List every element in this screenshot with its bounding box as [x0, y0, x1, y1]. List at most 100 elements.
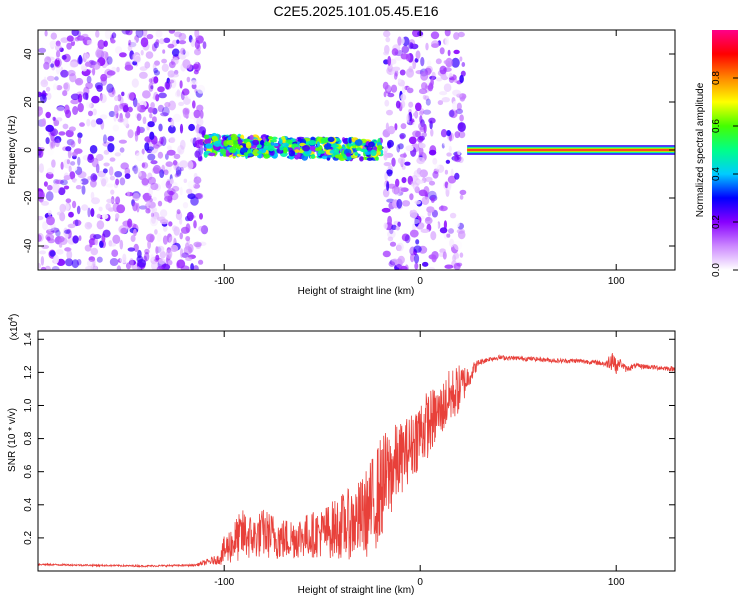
spectrogram-cell: [194, 150, 200, 158]
spectrogram-cell: [119, 52, 127, 58]
spectrogram-cell: [179, 167, 184, 172]
spectrogram-cell: [40, 255, 45, 266]
spectrogram-cell: [154, 60, 160, 66]
spectrogram-cell: [453, 262, 461, 270]
spectrogram-cell: [72, 151, 78, 156]
spectrogram-cell: [431, 71, 436, 80]
spectrogram-cell: [431, 40, 440, 48]
spectrogram-cell: [317, 150, 325, 154]
spectrogram-cell: [430, 31, 440, 40]
spectrogram-cell: [370, 149, 377, 156]
spectrogram-cell: [96, 220, 105, 230]
spectrogram-cell: [448, 110, 455, 118]
spectrogram-cell: [114, 152, 122, 157]
spectrogram-cell: [141, 30, 148, 37]
spectrogram-cell: [144, 248, 150, 255]
spectrogram-cell: [193, 176, 202, 184]
spectrogram-cell: [64, 229, 71, 235]
spectrogram-cell: [394, 56, 403, 61]
spectrogram-cell: [99, 92, 103, 102]
spectrogram-cell: [98, 206, 103, 212]
spectrogram-cell: [139, 71, 148, 79]
spectrogram-cell: [45, 111, 51, 119]
spectrogram-cell: [166, 149, 176, 156]
spectrogram-cell: [47, 209, 52, 216]
spectrogram-cell: [44, 30, 48, 37]
spectrogram-cell: [445, 36, 450, 46]
spectrogram-cell: [49, 250, 56, 257]
spectrogram-cell: [50, 63, 54, 68]
spectrogram-cell: [127, 106, 133, 113]
spectrogram-cell: [457, 150, 461, 156]
spectrogram-cell: [409, 229, 419, 238]
spectrogram-cell: [159, 209, 168, 218]
spectrogram-cell: [192, 179, 200, 185]
spectrogram-cell: [56, 50, 61, 58]
spectrogram-cell: [204, 138, 212, 145]
spectrogram-cell: [398, 143, 404, 150]
spectrogram-cell: [425, 98, 431, 106]
spectrogram-cell: [38, 142, 42, 148]
spectrogram-cell: [54, 76, 59, 81]
spectrogram-cell: [392, 66, 401, 72]
spectrogram-cell: [384, 44, 390, 54]
spectrogram-cell: [387, 92, 395, 98]
spectrogram-cell: [167, 70, 175, 78]
spectrogram-cell: [377, 138, 381, 144]
spectrogram-cell: [387, 139, 394, 148]
spectrogram-cell: [116, 104, 123, 111]
spectrogram-cell: [454, 131, 460, 139]
spectrogram-cell: [141, 178, 149, 186]
spectrogram-cell: [187, 243, 194, 253]
spectrogram-cell: [105, 203, 111, 211]
spectrogram-cell: [402, 85, 406, 94]
spectrogram-cell: [130, 235, 136, 242]
spectrogram-cell: [429, 75, 437, 80]
spectrogram-cell: [195, 192, 204, 200]
spectrogram-cell: [179, 123, 184, 134]
spectrogram-cell: [310, 154, 316, 159]
spectrogram-cell: [91, 95, 100, 104]
spectrogram-cell: [70, 140, 76, 148]
spectrogram-cell: [199, 110, 204, 119]
spectrogram-cell: [225, 151, 230, 157]
spectrogram-cell: [329, 150, 335, 154]
spectrogram-cell: [99, 103, 106, 110]
spectrogram-cell: [437, 100, 444, 106]
spectrogram-cell: [127, 190, 130, 197]
y-tick-label: 20: [23, 96, 34, 108]
snr-panel: -100 0 100 0.2 0.4 0.6 0.8 1.0 1.2 1.4 Height of…: [7, 314, 676, 596]
y-tick-label: 0.6: [23, 464, 34, 478]
spectrogram-cell: [195, 242, 202, 249]
spectrogram-cell: [123, 105, 129, 113]
spectrogram-cell: [84, 61, 91, 67]
spectrogram-cell: [174, 31, 182, 38]
spectrogram-cell: [70, 99, 80, 105]
spectrogram-cell: [443, 60, 449, 65]
spectrogram-cell: [387, 215, 392, 226]
spectrogram-cell: [65, 146, 72, 152]
spectrogram-cell: [446, 130, 451, 137]
spectrogram-cell: [447, 175, 457, 184]
y-tick-label: -20: [23, 190, 34, 205]
spectrogram-cell: [360, 148, 368, 153]
spectrogram-cell: [45, 86, 51, 92]
spectrogram-cell: [431, 254, 437, 263]
spectrogram-cell: [252, 139, 259, 146]
snr-frame: [37, 330, 676, 572]
spectrogram-cell: [81, 204, 89, 211]
spectrogram-panel: -100 0 100 -40 -20 0 20 40 Height of straight …: [7, 29, 676, 297]
spectrogram-cell: [404, 234, 411, 244]
spectrogram-cell: [142, 90, 151, 99]
spectrogram-cell: [456, 93, 463, 98]
spectrogram-cell: [39, 191, 45, 199]
spectrogram-cell: [161, 58, 168, 64]
spectrogram-cell: [167, 188, 176, 196]
spectrogram-cell: [192, 63, 199, 70]
spectrogram-cell: [60, 179, 68, 186]
spectrogram-cell: [60, 37, 69, 43]
spectrogram-cell: [161, 63, 169, 72]
spectrogram-cell: [142, 116, 147, 125]
spectrogram-cell: [412, 181, 419, 191]
spectrogram-cell: [208, 152, 216, 157]
